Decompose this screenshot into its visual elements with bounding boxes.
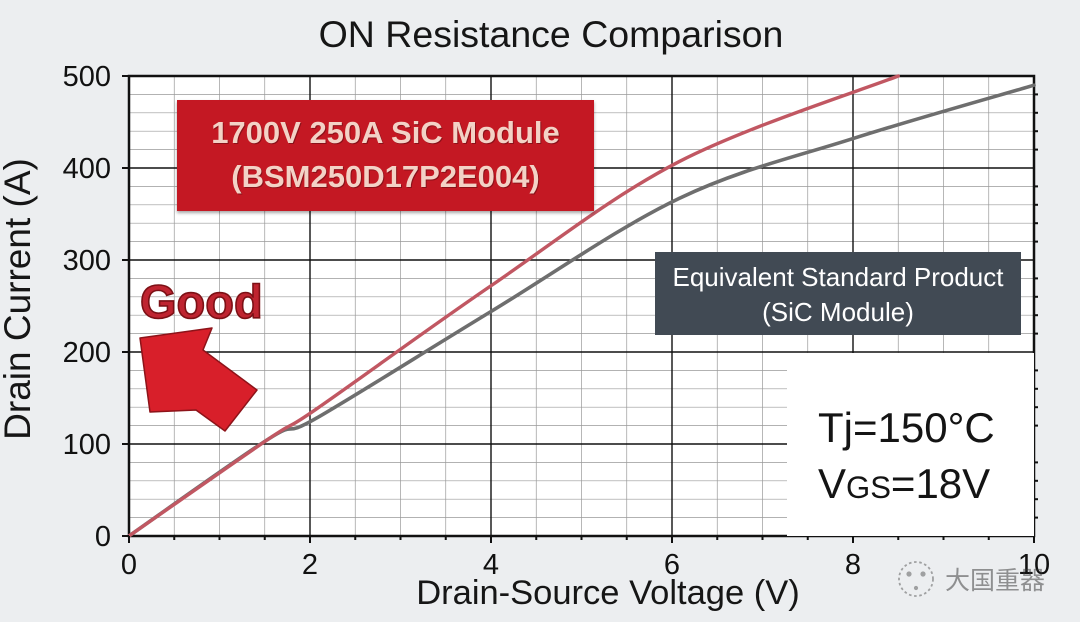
svg-text:大国重器: 大国重器: [945, 567, 1045, 595]
